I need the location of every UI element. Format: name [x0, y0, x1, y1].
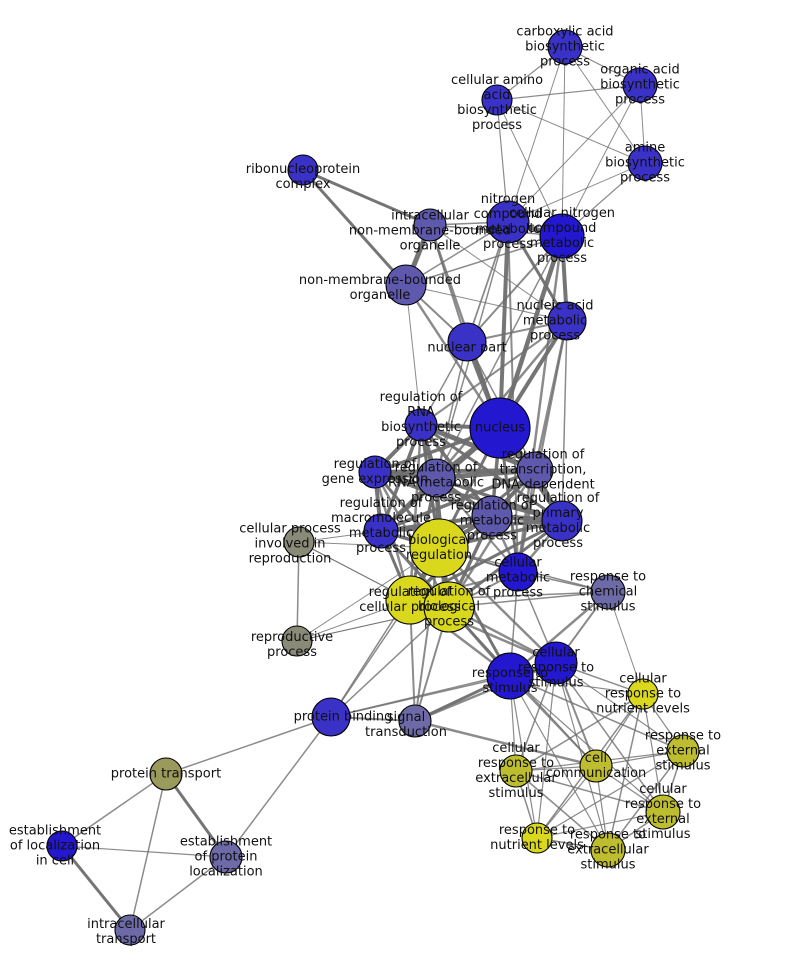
- graph-node[interactable]: [539, 213, 585, 259]
- graph-node[interactable]: [423, 581, 475, 633]
- graph-edge: [435, 341, 468, 479]
- graph-node[interactable]: [590, 574, 626, 610]
- graph-edge: [536, 811, 664, 839]
- graph-edge: [561, 84, 641, 237]
- graph-node[interactable]: [471, 495, 513, 537]
- graph-edge: [330, 606, 450, 718]
- graph-node[interactable]: [521, 822, 553, 854]
- graph-edge: [301, 168, 408, 287]
- graph-node[interactable]: [358, 455, 392, 489]
- graph-edge: [405, 235, 563, 286]
- graph-edge: [507, 162, 646, 223]
- graph-node[interactable]: [149, 757, 183, 791]
- graph-edge: [61, 845, 227, 858]
- graph-edge: [414, 719, 597, 768]
- graph-edge: [507, 84, 641, 223]
- graph-node[interactable]: [579, 749, 613, 783]
- graph-node[interactable]: [622, 67, 658, 103]
- graph-edge: [225, 716, 332, 858]
- graph-edge: [429, 224, 568, 322]
- graph-edge: [561, 320, 568, 522]
- graph-node[interactable]: [287, 154, 319, 186]
- graph-node[interactable]: [209, 840, 243, 874]
- graph-edge: [330, 547, 440, 718]
- graph-node[interactable]: [627, 145, 663, 181]
- graph-edge: [496, 84, 641, 101]
- graph-node[interactable]: [481, 84, 513, 116]
- graph-edge: [420, 320, 568, 426]
- graph-edge: [555, 662, 684, 752]
- graph-node[interactable]: [416, 458, 456, 498]
- graph-node[interactable]: [499, 754, 533, 788]
- graph-node[interactable]: [666, 734, 700, 768]
- graph-node[interactable]: [447, 322, 487, 362]
- graph-node[interactable]: [498, 552, 538, 592]
- graph-edge: [380, 468, 536, 533]
- graph-edge: [129, 856, 227, 931]
- graph-edge: [509, 675, 609, 851]
- graph-edge: [536, 662, 557, 839]
- graph-node[interactable]: [311, 697, 351, 737]
- graph-node[interactable]: [547, 29, 583, 65]
- graph-edge: [466, 235, 563, 343]
- graph-node[interactable]: [46, 830, 78, 862]
- graph-edge: [374, 468, 536, 474]
- graph-edge: [515, 770, 609, 851]
- graph-edge: [496, 99, 646, 164]
- graph-edge: [405, 284, 568, 322]
- nodes-layer: [46, 29, 700, 946]
- graph-node[interactable]: [486, 200, 530, 244]
- graph-edge: [536, 750, 684, 839]
- graph-node[interactable]: [114, 914, 146, 946]
- graph-edge: [164, 773, 228, 858]
- graph-edge: [555, 662, 664, 813]
- graph-node[interactable]: [385, 264, 427, 306]
- graph-node[interactable]: [283, 526, 315, 558]
- graph-edge: [61, 773, 167, 847]
- graph-edge: [447, 469, 537, 608]
- graph-edge: [555, 662, 609, 851]
- graph-edge: [507, 46, 566, 223]
- graph-edge: [380, 519, 563, 533]
- graph-edge: [496, 99, 563, 237]
- graph-edge: [405, 284, 422, 426]
- graph-edge: [408, 424, 423, 601]
- graph-edge: [165, 716, 332, 775]
- graph-node[interactable]: [590, 832, 626, 868]
- graph-node[interactable]: [281, 625, 313, 657]
- graph-node[interactable]: [547, 301, 587, 341]
- graph-node[interactable]: [469, 397, 531, 459]
- graph-edge: [642, 693, 664, 813]
- graph-edge: [296, 541, 300, 642]
- graph-node[interactable]: [486, 652, 534, 700]
- graph-edge: [497, 235, 565, 429]
- graph-node[interactable]: [645, 794, 681, 830]
- graph-node[interactable]: [398, 704, 432, 738]
- edges-layer: [60, 46, 684, 931]
- graph-edge: [498, 221, 510, 429]
- graph-edge: [607, 693, 644, 851]
- graph-node[interactable]: [413, 208, 447, 242]
- graph-edge: [607, 591, 644, 695]
- graph-edge: [302, 168, 431, 227]
- graph-node[interactable]: [363, 513, 399, 549]
- graph-edge: [60, 845, 132, 931]
- graph-node[interactable]: [534, 641, 578, 685]
- graph-edge: [374, 470, 563, 523]
- graph-node[interactable]: [409, 518, 469, 578]
- graph-node[interactable]: [516, 451, 554, 489]
- graph-node[interactable]: [541, 500, 583, 542]
- graph-edge: [561, 46, 566, 237]
- graph-edge: [515, 770, 664, 813]
- graph-node[interactable]: [627, 678, 659, 710]
- graph-edge: [515, 693, 644, 772]
- graph-edge: [564, 46, 646, 164]
- graph-node[interactable]: [404, 408, 438, 442]
- graph-edge: [448, 591, 609, 608]
- graph-edge: [509, 675, 684, 752]
